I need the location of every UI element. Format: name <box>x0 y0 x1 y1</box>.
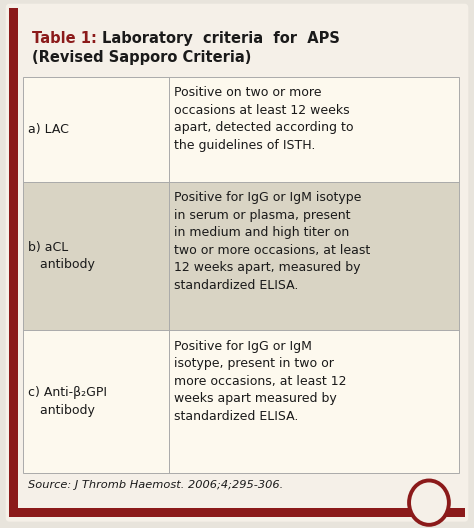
Bar <box>9 8 18 517</box>
Bar <box>23 330 459 473</box>
Text: c) Anti-β₂GPI
   antibody: c) Anti-β₂GPI antibody <box>28 386 108 417</box>
Text: Source: J Thromb Haemost. 2006;4;295-306.: Source: J Thromb Haemost. 2006;4;295-306… <box>28 480 284 491</box>
Bar <box>23 77 459 473</box>
Text: Laboratory  criteria  for  APS: Laboratory criteria for APS <box>102 31 340 45</box>
FancyBboxPatch shape <box>6 4 468 522</box>
Text: Table 1:: Table 1: <box>32 31 97 45</box>
Text: Positive for IgG or IgM
isotype, present in two or
more occasions, at least 12
w: Positive for IgG or IgM isotype, present… <box>173 340 346 422</box>
Circle shape <box>409 480 449 525</box>
Text: Positive on two or more
occasions at least 12 weeks
apart, detected according to: Positive on two or more occasions at lea… <box>173 86 353 152</box>
Bar <box>23 182 459 330</box>
Text: Positive for IgG or IgM isotype
in serum or plasma, present
in medium and high t: Positive for IgG or IgM isotype in serum… <box>173 191 370 291</box>
Bar <box>9 508 465 517</box>
Text: (Revised Sapporo Criteria): (Revised Sapporo Criteria) <box>32 50 252 65</box>
Text: a) LAC: a) LAC <box>28 122 69 136</box>
Bar <box>23 77 459 182</box>
Text: b) aCL
   antibody: b) aCL antibody <box>28 240 95 271</box>
